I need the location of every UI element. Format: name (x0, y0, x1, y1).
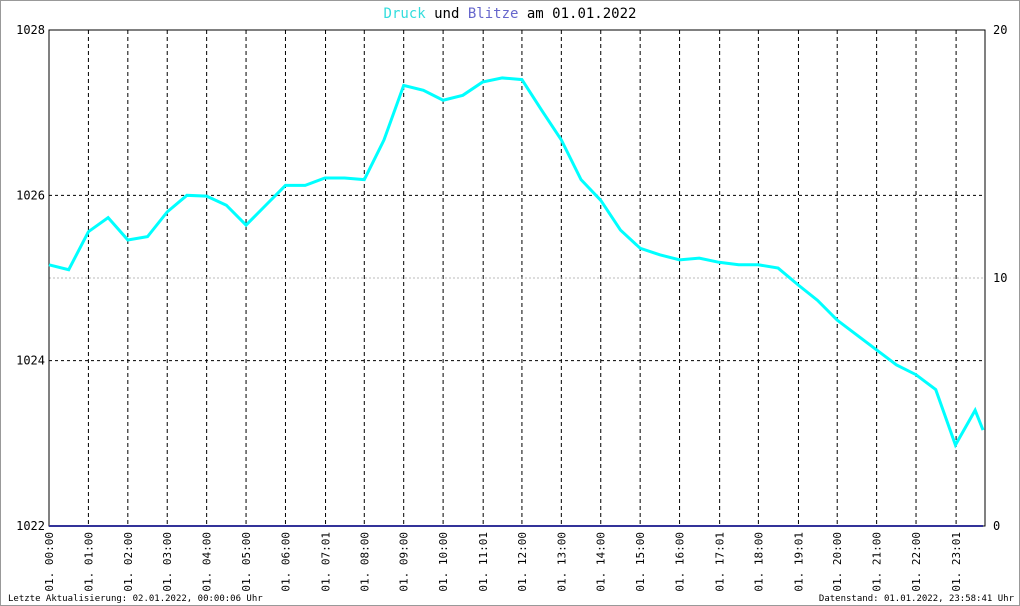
y-tick-label: 1026 (16, 188, 45, 202)
title-druck: Druck (384, 6, 427, 22)
x-tick-label: 01. 17:01 (714, 532, 727, 592)
title-connector: und (434, 6, 459, 22)
x-tick-label: 01. 13:00 (555, 532, 568, 592)
series-line (48, 76, 985, 449)
y-tick-label: 1028 (16, 23, 45, 37)
title-suffix: am 01.01.2022 (527, 6, 637, 22)
x-tick-label: 01. 05:00 (240, 532, 253, 592)
x-tick-label: 01. 15:00 (634, 532, 647, 592)
y2-tick-label: 0 (993, 519, 1000, 533)
x-tick-label: 01. 01:00 (82, 532, 95, 592)
x-tick-label: 01. 14:00 (595, 532, 608, 592)
y-tick-label: 1024 (16, 354, 45, 368)
x-tick-label: 01. 00:00 (43, 532, 56, 592)
x-tick-label: 01. 22:00 (910, 532, 923, 592)
title-blitze: Blitze (468, 6, 519, 22)
x-tick-label: 01. 12:00 (516, 532, 529, 592)
footer-left: Letzte Aktualisierung: 02.01.2022, 00:00… (8, 594, 263, 604)
y2-tick-label: 10 (993, 271, 1007, 285)
x-tick-label: 01. 19:01 (792, 532, 805, 592)
x-tick-label: 01. 08:00 (358, 532, 371, 592)
y2-tick-label: 20 (993, 23, 1007, 37)
x-tick-label: 01. 21:00 (871, 532, 884, 592)
x-tick-label: 01. 02:00 (122, 532, 135, 592)
x-tick-label: 01. 23:01 (950, 532, 963, 592)
x-tick-label: 01. 16:00 (674, 532, 687, 592)
x-tick-label: 01. 11:01 (477, 532, 490, 592)
x-tick-label: 01. 18:00 (752, 532, 765, 592)
x-tick-label: 01. 07:01 (320, 532, 333, 592)
x-tick-label: 01. 20:00 (831, 532, 844, 592)
x-tick-label: 01. 09:00 (398, 532, 411, 592)
x-tick-label: 01. 06:00 (279, 532, 292, 592)
y-tick-label: 1022 (16, 519, 45, 533)
x-tick-label: 01. 04:00 (201, 532, 214, 592)
footer-right: Datenstand: 01.01.2022, 23:58:41 Uhr (819, 594, 1015, 604)
chart-title: Druck und Blitze am 01.01.2022 (384, 6, 637, 22)
x-tick-label: 01. 03:00 (161, 532, 174, 592)
x-tick-label: 01. 10:00 (437, 532, 450, 592)
